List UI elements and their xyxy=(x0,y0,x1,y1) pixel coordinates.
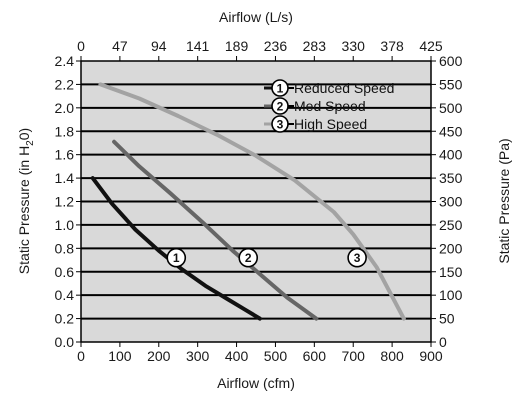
x-tick-label-bottom: 600 xyxy=(303,348,327,364)
y-tick-label-left: 2.2 xyxy=(55,76,75,92)
series-marker-label-2: 2 xyxy=(245,251,252,265)
y-tick-label-right: 0 xyxy=(439,334,447,350)
series-marker-circle-3 xyxy=(347,247,367,268)
x-tick-label-bottom: 300 xyxy=(186,348,210,364)
legend-label-1: Reduced Speed xyxy=(294,80,394,96)
y-tick-label-right: 450 xyxy=(439,123,463,139)
tick-marks xyxy=(76,56,436,347)
x-tick-label-top: 236 xyxy=(264,38,288,54)
legend-label-2: Med Speed xyxy=(294,98,366,114)
x-tick-label-bottom: 0 xyxy=(77,348,85,364)
y-tick-label-right: 300 xyxy=(439,194,463,210)
x-axis-label-top: Airflow (L/s) xyxy=(219,9,293,25)
x-tick-label-bottom: 100 xyxy=(108,348,132,364)
y-tick-label-right: 200 xyxy=(439,240,463,256)
legend: 1 Reduced Speed 2 Med Speed 3 High Speed xyxy=(264,79,394,133)
series-line-1 xyxy=(90,176,262,321)
x-tick-label-top: 0 xyxy=(77,38,85,54)
y-tick-label-right: 100 xyxy=(439,287,463,303)
series-markers: 1 2 3 xyxy=(166,247,367,268)
y-tick-label-right: 350 xyxy=(439,170,463,186)
y-tick-label-right: 500 xyxy=(439,100,463,116)
x-tick-label-bottom: 200 xyxy=(147,348,171,364)
y-tick-label-left: 1.2 xyxy=(55,194,75,210)
series-marker-label-1: 1 xyxy=(173,251,180,265)
x-tick-label-top: 330 xyxy=(342,38,366,54)
series-marker-label-3: 3 xyxy=(354,251,361,265)
y-axis-label-left-sub: 2 xyxy=(25,140,36,146)
y-tick-label-left: 1.4 xyxy=(55,170,75,186)
x-tick-label-bottom: 500 xyxy=(264,348,288,364)
x-tick-label-bottom: 400 xyxy=(225,348,249,364)
y-tick-label-left: 0.4 xyxy=(55,287,75,303)
y-tick-label-right: 150 xyxy=(439,264,463,280)
legend-marker-label-1: 1 xyxy=(277,82,284,96)
legend-marker-label-3: 3 xyxy=(277,118,284,132)
x-tick-label-top: 141 xyxy=(186,38,210,54)
series-marker-circle-1 xyxy=(166,247,187,268)
y-tick-label-right: 50 xyxy=(439,311,455,327)
y-tick-label-left: 0.2 xyxy=(55,311,75,327)
series-marker-circle-2 xyxy=(238,247,259,268)
y-tick-label-left: 0.6 xyxy=(55,264,75,280)
y-axis-label-right: Static Pressure (Pa) xyxy=(496,138,512,263)
y-tick-label-left: 0.8 xyxy=(55,240,75,256)
x-tick-label-top: 425 xyxy=(419,38,443,54)
y-axis-label-left: Static Pressure (in H20) xyxy=(16,128,36,274)
legend-label-3: High Speed xyxy=(294,116,367,132)
y-tick-label-left: 1.8 xyxy=(55,123,75,139)
x-tick-label-top: 94 xyxy=(151,38,167,54)
y-tick-label-left: 2.0 xyxy=(55,100,75,116)
y-tick-label-right: 550 xyxy=(439,76,463,92)
legend-marker-label-2: 2 xyxy=(277,100,284,114)
series-line-3 xyxy=(98,82,406,321)
y-tick-label-right: 600 xyxy=(439,53,463,69)
x-tick-label-top: 189 xyxy=(225,38,249,54)
x-tick-label-bottom: 700 xyxy=(342,348,366,364)
x-tick-label-top: 47 xyxy=(112,38,128,54)
y-axis-label-left-suffix: 0) xyxy=(16,128,32,140)
y-tick-label-left: 1.0 xyxy=(55,217,75,233)
x-tick-label-bottom: 800 xyxy=(380,348,404,364)
series-lines xyxy=(90,82,406,321)
x-axis-label-bottom: Airflow (cfm) xyxy=(217,375,295,391)
x-tick-label-top: 283 xyxy=(303,38,327,54)
y-tick-label-left: 1.6 xyxy=(55,147,75,163)
y-tick-label-right: 250 xyxy=(439,217,463,233)
x-tick-label-top: 378 xyxy=(380,38,404,54)
y-tick-label-left: 2.4 xyxy=(55,53,75,69)
x-tick-label-bottom: 900 xyxy=(419,348,443,364)
y-tick-label-left: 0.0 xyxy=(55,334,75,350)
y-axis-label-left-prefix: Static Pressure (in H xyxy=(16,146,32,274)
series-line-2 xyxy=(112,139,319,321)
y-tick-label-right: 400 xyxy=(439,147,463,163)
